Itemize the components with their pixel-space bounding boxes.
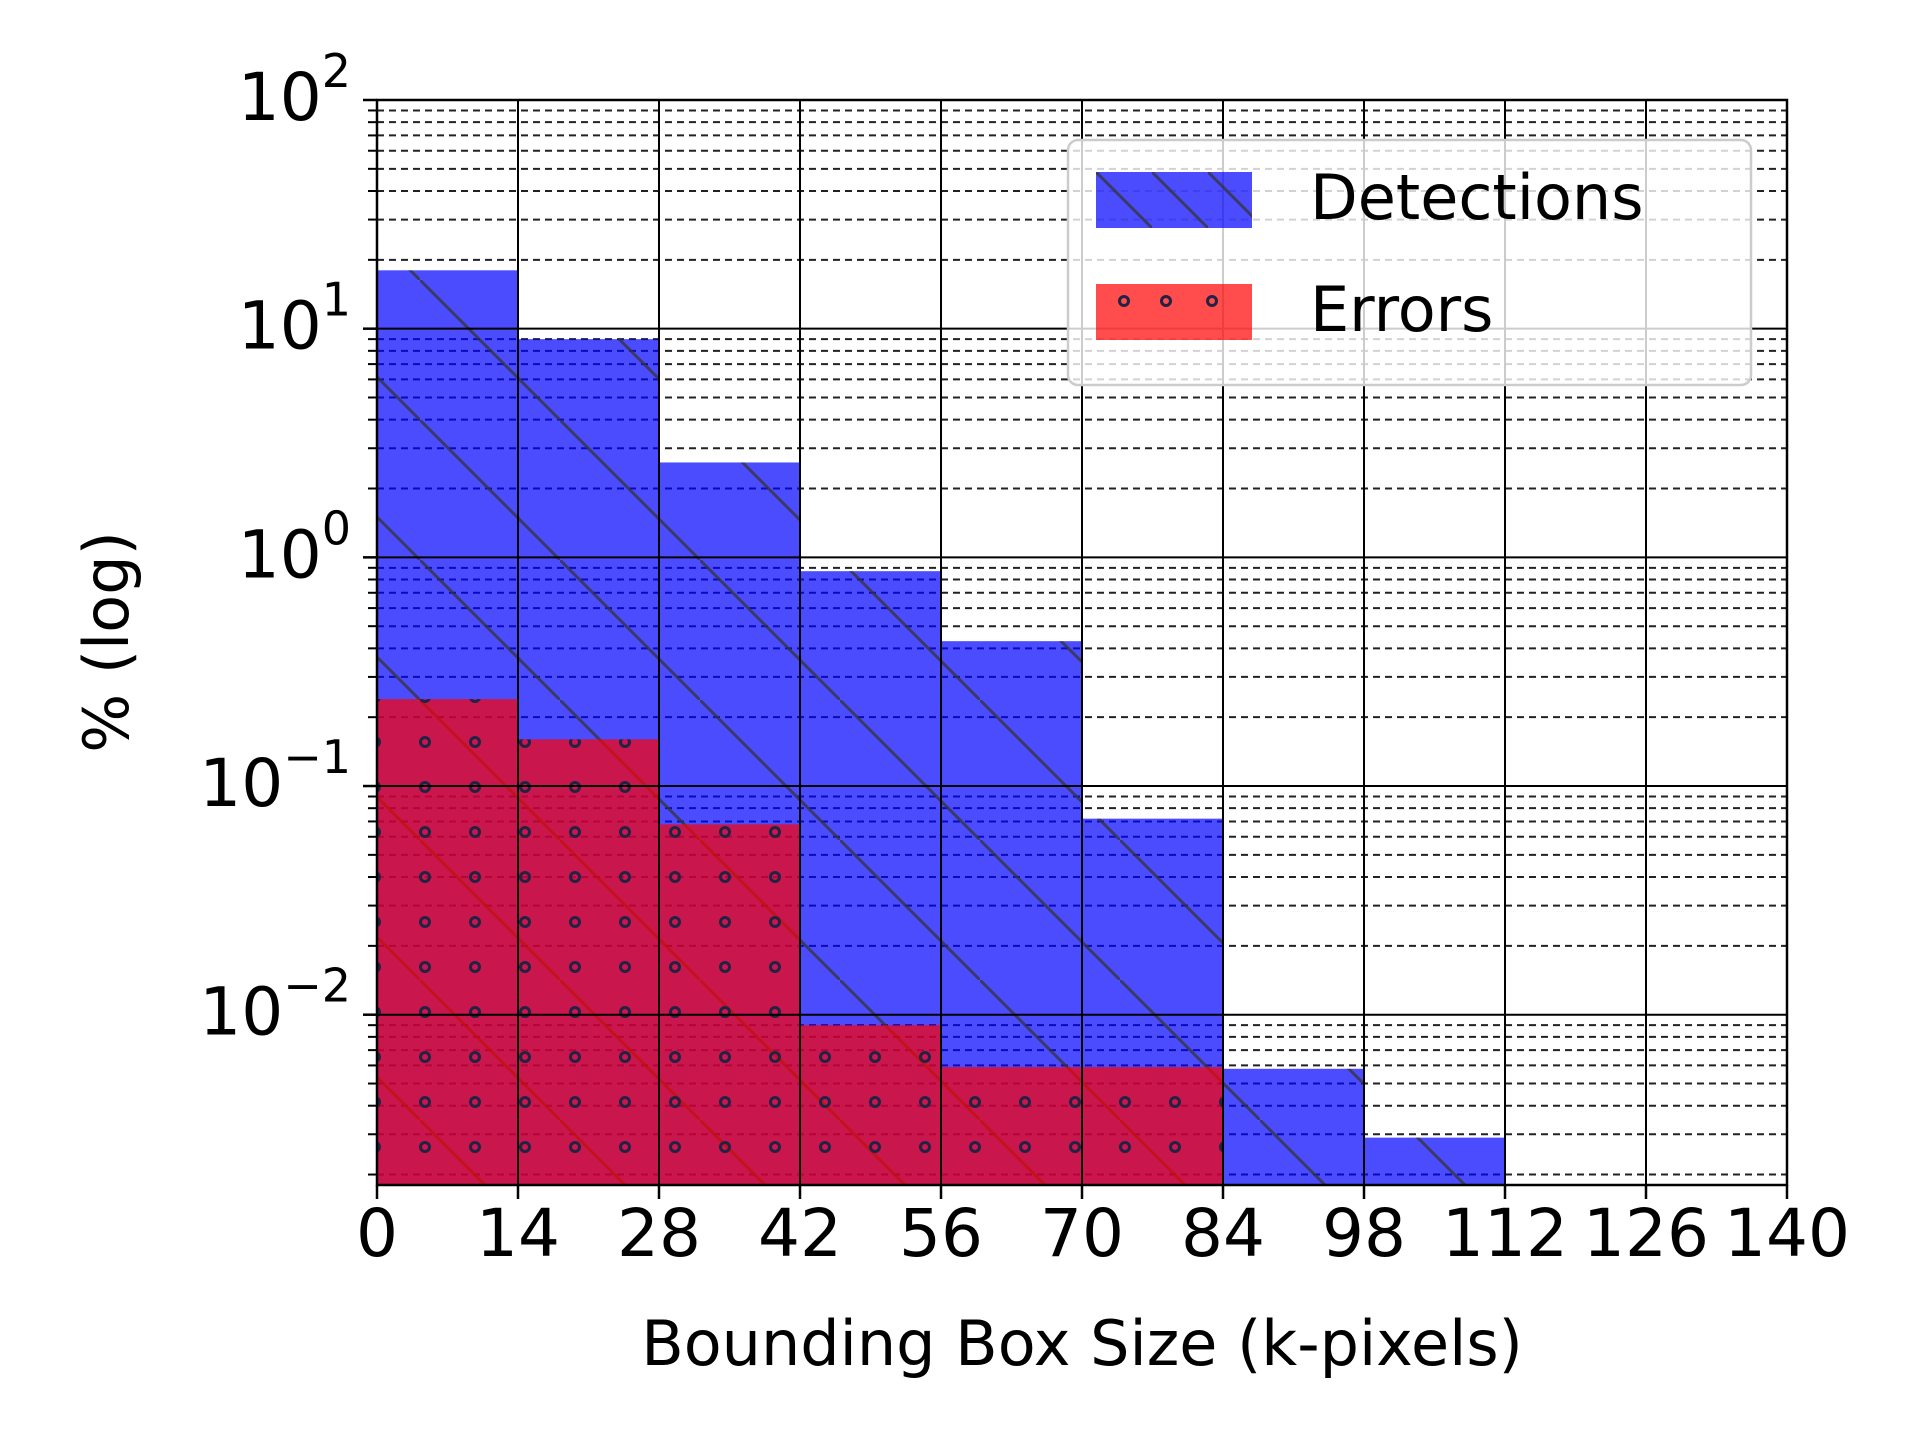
x-axis-label: Bounding Box Size (k-pixels) bbox=[641, 1307, 1523, 1380]
x-tick-label: 0 bbox=[356, 1195, 398, 1272]
y-tick-label: 102 bbox=[238, 44, 351, 137]
x-tick-label: 84 bbox=[1181, 1195, 1265, 1272]
x-tick-label: 28 bbox=[617, 1195, 701, 1272]
x-tick-label: 56 bbox=[899, 1195, 983, 1272]
x-tick-label: 112 bbox=[1442, 1195, 1568, 1272]
x-tick-label: 70 bbox=[1040, 1195, 1124, 1272]
y-tick-label: 100 bbox=[238, 501, 351, 594]
bar-hatch-errors-2 bbox=[659, 824, 800, 1185]
bars bbox=[377, 270, 1505, 1185]
y-tick-label: 10−1 bbox=[199, 730, 351, 823]
y-tick-label: 101 bbox=[238, 272, 351, 365]
bar-hatch-errors-1 bbox=[518, 739, 659, 1185]
legend-swatch-errors bbox=[1096, 284, 1252, 340]
x-tick-labels: 0 14 28 42 56 70 84 98 112 126 140 bbox=[356, 1195, 1850, 1272]
bar-hatch-errors-0 bbox=[377, 699, 518, 1185]
y-tick-labels: 102 101 100 10−1 10−2 bbox=[199, 44, 351, 1051]
legend-label-errors: Errors bbox=[1310, 273, 1493, 346]
bar-hatch-detections-6 bbox=[1223, 1068, 1364, 1185]
bar-hatch-errors-5 bbox=[1082, 1067, 1223, 1185]
x-tick-label: 42 bbox=[758, 1195, 842, 1272]
x-tick-label: 140 bbox=[1724, 1195, 1850, 1272]
bar-hatch-errors-4 bbox=[941, 1067, 1082, 1185]
legend: Detections Errors bbox=[1066, 138, 1753, 387]
y-tick-label: 10−2 bbox=[199, 958, 351, 1051]
x-tick-label: 98 bbox=[1322, 1195, 1406, 1272]
x-tick-label: 14 bbox=[476, 1195, 560, 1272]
bar-hatch-detections-7 bbox=[1364, 1137, 1505, 1185]
y-axis-label: % (log) bbox=[70, 531, 143, 753]
legend-label-detections: Detections bbox=[1310, 161, 1644, 234]
axis-ticks bbox=[363, 98, 1789, 1199]
bar-hatch-errors-3 bbox=[800, 1025, 941, 1185]
legend-swatch-errors-dots bbox=[1118, 295, 1218, 307]
x-tick-label: 126 bbox=[1583, 1195, 1709, 1272]
legend-swatch-detections-hatch bbox=[1096, 172, 1252, 228]
